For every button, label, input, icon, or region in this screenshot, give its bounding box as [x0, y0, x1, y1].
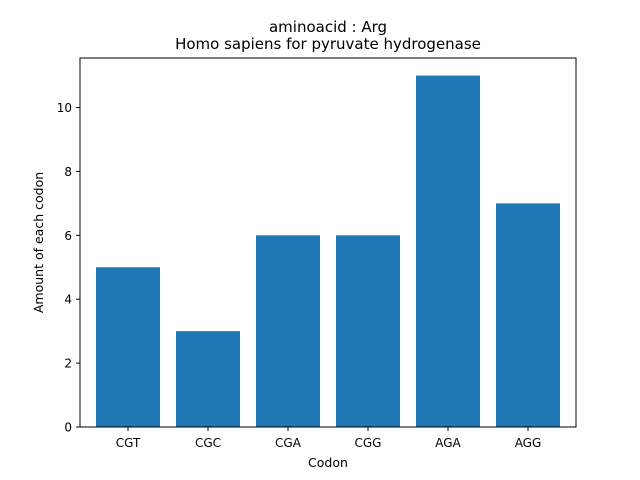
y-tick-label: 6: [64, 229, 72, 243]
y-axis-label: Amount of each codon: [31, 172, 46, 313]
bar-agg: [496, 203, 560, 427]
x-tick-label: AGA: [435, 436, 461, 450]
bar-aga: [416, 75, 480, 428]
y-tick-label: 8: [64, 165, 72, 179]
x-axis-ticks: CGT CGC CGA CGG AGA AGG: [116, 427, 542, 450]
y-tick-label: 0: [64, 421, 72, 435]
bar-cga: [256, 235, 320, 427]
x-tick-label: AGG: [515, 436, 542, 450]
bars-group: [96, 75, 560, 428]
chart-title: aminoacid : Arg: [269, 18, 387, 36]
x-tick-label: CGC: [195, 436, 221, 450]
x-tick-label: CGA: [275, 436, 302, 450]
y-axis-ticks: 0 2 4 6 8 10: [57, 101, 80, 435]
y-tick-label: 10: [57, 101, 72, 115]
x-tick-label: CGT: [116, 436, 141, 450]
bar-cgg: [336, 235, 400, 427]
chart-subtitle: Homo sapiens for pyruvate hydrogenase: [175, 35, 481, 53]
x-tick-label: CGG: [355, 436, 382, 450]
bar-cgt: [96, 267, 160, 427]
bar-cgc: [176, 331, 240, 427]
y-tick-label: 2: [64, 357, 72, 371]
plot-frame: [79, 57, 577, 428]
x-axis-label: Codon: [308, 455, 348, 470]
y-tick-label: 4: [64, 293, 72, 307]
